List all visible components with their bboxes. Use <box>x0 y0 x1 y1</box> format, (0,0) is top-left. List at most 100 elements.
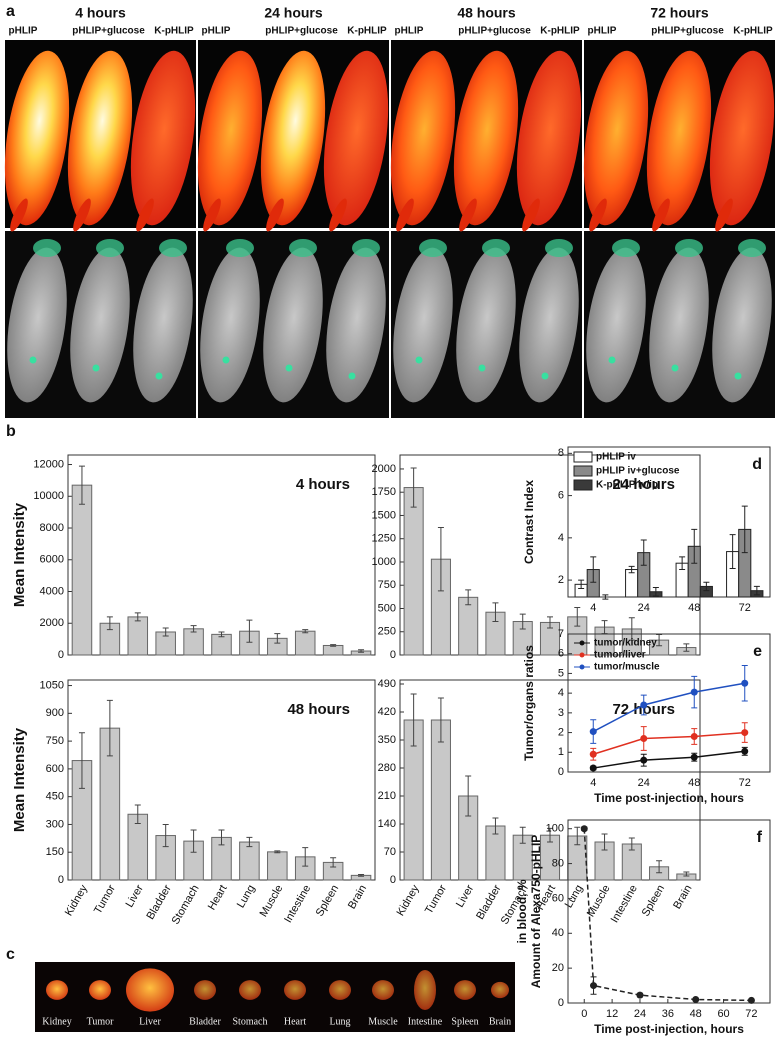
marker <box>690 688 698 696</box>
organ-label: Muscle <box>368 1016 398 1027</box>
marker <box>636 991 644 999</box>
y-tick-label: 0 <box>390 649 396 661</box>
bar <box>127 813 149 881</box>
y-tick-label: 7 <box>558 628 564 640</box>
y-tick-label: 2000 <box>372 463 396 475</box>
error-bar <box>519 613 526 630</box>
x-axis-label: Time post-injection, hours <box>594 1022 744 1036</box>
x-tick-label: 36 <box>662 1008 674 1020</box>
error-bar <box>465 589 472 606</box>
x-tick-label: 72 <box>739 602 751 614</box>
x-tick-label: Liver <box>454 883 476 910</box>
nose-cone <box>545 239 573 257</box>
legend-swatch <box>573 451 593 463</box>
y-tick-label: 350 <box>378 734 396 746</box>
y-tick-label: 0 <box>558 766 564 778</box>
mouse-photo <box>7 247 67 403</box>
x-tick-label: 0 <box>581 1008 587 1020</box>
bar <box>211 633 232 656</box>
organ-label: Bladder <box>189 1016 221 1027</box>
group-label: pHLIP <box>9 26 38 37</box>
time-header: 24 hours <box>264 5 323 21</box>
plot-frame <box>567 819 771 1004</box>
marker <box>741 747 749 755</box>
organ <box>126 968 174 1012</box>
x-tick-label: Lung <box>563 883 586 910</box>
mouse-tail <box>522 198 540 232</box>
mouse-photo <box>586 247 646 403</box>
mouse-tail <box>136 198 154 232</box>
error-bar <box>246 836 253 848</box>
tumor-spot <box>222 356 230 364</box>
mouse-glow <box>197 50 263 226</box>
error-bar <box>492 817 499 835</box>
error-bar <box>410 467 417 508</box>
error-bar <box>656 860 663 874</box>
x-tick-label: 4 <box>590 602 596 614</box>
mouse-tail <box>329 198 347 232</box>
nose-cone <box>226 239 254 257</box>
nose-cone <box>289 239 317 257</box>
organ <box>491 981 509 999</box>
mouse-tail <box>396 198 414 232</box>
legend-label: tumor/kidney <box>594 638 657 649</box>
error-bar <box>703 581 710 592</box>
y-tick-label: 4000 <box>40 585 64 597</box>
group-label: pHLIP <box>395 26 424 37</box>
organ-label: Liver <box>139 1016 161 1027</box>
bar <box>127 616 149 656</box>
panel-label: d <box>752 456 762 473</box>
y-tick-label: 450 <box>46 791 64 803</box>
legend-label: tumor/liver <box>594 650 646 661</box>
error-bar <box>190 829 197 853</box>
error-bar <box>410 693 417 747</box>
group-label: pHLIP <box>588 26 617 37</box>
y-axis-label: Mean Intensity <box>11 502 28 607</box>
error-bar <box>602 594 609 600</box>
nose-cone <box>352 239 380 257</box>
mouse-glow <box>453 50 519 226</box>
error-bar <box>590 556 597 583</box>
y-tick-label: 0 <box>558 997 564 1009</box>
series-line <box>592 682 745 733</box>
x-tick-label: 12 <box>606 1008 618 1020</box>
y-tick-label: 40 <box>552 927 564 939</box>
x-tick-label: 48 <box>690 1008 702 1020</box>
tumor-spot <box>285 364 293 372</box>
y-tick-label: 2 <box>558 574 564 586</box>
x-tick-label: 24 <box>634 1008 646 1020</box>
y-tick-label: 300 <box>46 818 64 830</box>
group-label: K-pHLIP <box>347 26 387 37</box>
y-tick-label: 150 <box>46 846 64 858</box>
error-bar <box>729 534 736 569</box>
error-bar <box>601 833 608 851</box>
time-header: 48 hours <box>457 5 516 21</box>
marker <box>590 982 598 990</box>
legend-label: K-pHLIP iv/ip <box>596 480 658 491</box>
y-tick-label: 80 <box>552 857 564 869</box>
x-tick-label: Spleen <box>640 883 668 919</box>
bar <box>294 630 316 656</box>
group-label: pHLIP+glucose <box>651 26 724 37</box>
y-tick-label: 2 <box>558 726 564 738</box>
panel-label: b <box>6 423 16 440</box>
series-line <box>593 750 745 769</box>
error-bar <box>218 829 225 846</box>
legend-label: pHLIP iv+glucose <box>596 466 680 477</box>
mouse-tail <box>652 198 670 232</box>
error-bar <box>578 579 585 590</box>
marker <box>741 679 749 687</box>
mouse-glow <box>4 50 70 226</box>
y-axis-label: Amount of Alexa750-pHLIP <box>529 835 543 989</box>
y-tick-label: 1000 <box>372 556 396 568</box>
y-tick-label: 4 <box>558 532 564 544</box>
y-tick-label: 12000 <box>33 458 64 470</box>
error-bar <box>330 857 337 868</box>
nose-cone <box>96 239 124 257</box>
mouse-tail <box>10 198 28 232</box>
error-bar <box>519 826 526 844</box>
mouse-glow <box>323 50 389 226</box>
mouse-photo <box>326 247 386 403</box>
marker <box>741 729 749 737</box>
y-tick-label: 6000 <box>40 554 64 566</box>
